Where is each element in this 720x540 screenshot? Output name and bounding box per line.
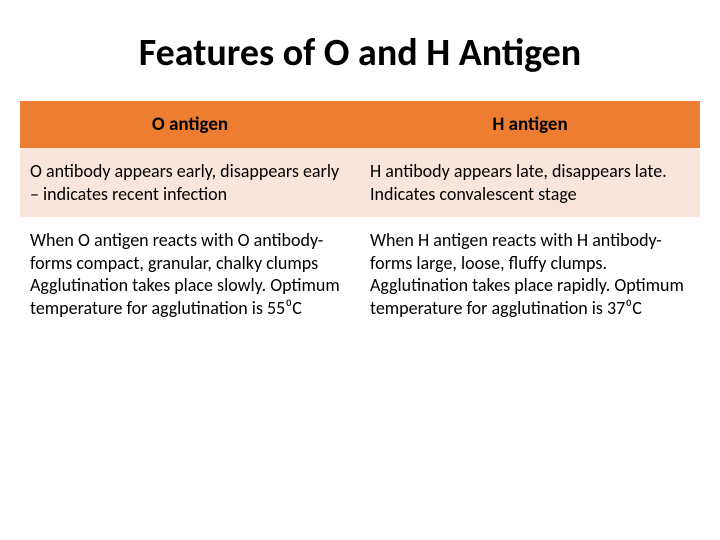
- comparison-table: O antigen H antigen O antibody appears e…: [20, 101, 700, 331]
- cell-o-antibody-timing: O antibody appears early, disappears ear…: [20, 148, 360, 217]
- cell-o-agglutination: When O antigen reacts with O antibody- f…: [20, 217, 360, 331]
- column-header-h-antigen: H antigen: [360, 101, 700, 148]
- table-header-row: O antigen H antigen: [20, 101, 700, 148]
- cell-h-antibody-timing: H antibody appears late, disappears late…: [360, 148, 700, 217]
- table-row: When O antigen reacts with O antibody- f…: [20, 217, 700, 331]
- column-header-o-antigen: O antigen: [20, 101, 360, 148]
- table-row: O antibody appears early, disappears ear…: [20, 148, 700, 217]
- slide-title: Features of O and H Antigen: [20, 30, 700, 76]
- slide-container: Features of O and H Antigen O antigen H …: [0, 0, 720, 540]
- cell-h-agglutination: When H antigen reacts with H antibody- f…: [360, 217, 700, 331]
